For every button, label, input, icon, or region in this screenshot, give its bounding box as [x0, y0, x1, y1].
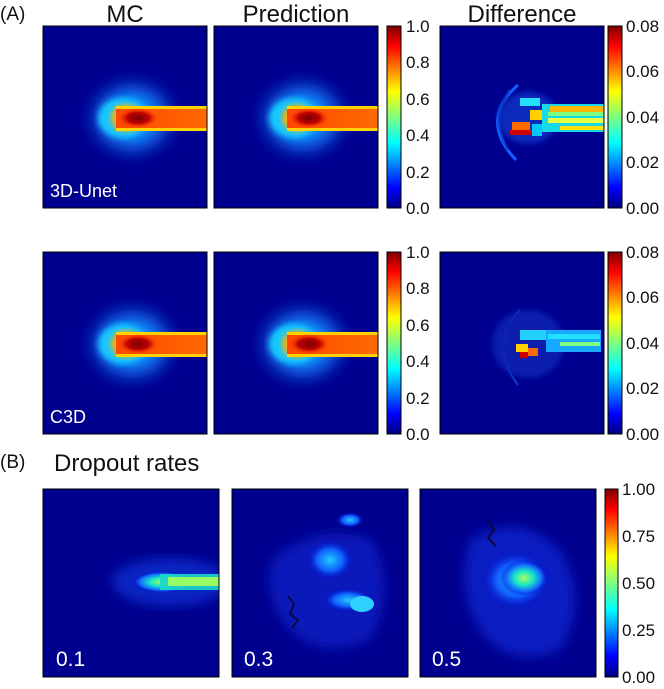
heatmap-dropout-0-1	[43, 489, 219, 677]
colorbar-1-row1	[386, 25, 402, 209]
colorbar-dropout-ticks: 0.00 0.25 0.50 0.75 1.00	[622, 480, 655, 687]
cb2r2-tick-2: 0.04	[626, 334, 659, 353]
cb2r1-tick-1: 0.02	[626, 153, 659, 172]
cb1r1-tick-4: 0.8	[406, 53, 430, 72]
frame-difference-c3d	[439, 251, 605, 435]
frame-mc-3dunet	[42, 25, 208, 209]
cb1r2-tick-4: 0.8	[406, 279, 430, 298]
cb1r1-tick-5: 1.0	[406, 17, 430, 36]
cb1r2-tick-1: 0.2	[406, 389, 430, 408]
row-label-c3d: C3D	[50, 407, 86, 427]
dropout-label-0-1: 0.1	[56, 648, 85, 671]
cb2r1-tick-0: 0.00	[626, 199, 659, 218]
heatmap-dropout-0-3	[232, 489, 408, 677]
cbd-tick-2: 0.50	[622, 574, 655, 593]
frame-difference-3dunet	[439, 25, 605, 209]
panel-label-a: (A)	[0, 4, 25, 25]
cb2r2-tick-3: 0.06	[626, 288, 659, 307]
frame-dropout-0-3	[231, 488, 409, 678]
heatmap-mc-c3d	[43, 252, 207, 434]
cb2r2-tick-1: 0.02	[626, 379, 659, 398]
cb1r2-tick-2: 0.4	[406, 352, 430, 371]
colorbar-2-row2-ticks: 0.00 0.02 0.04 0.06 0.08	[626, 243, 659, 444]
cb1r2-tick-3: 0.6	[406, 316, 430, 335]
colorbar-dropout	[604, 488, 619, 678]
colorbar-2-row2	[607, 251, 623, 435]
cb1r1-tick-0: 0.0	[406, 199, 430, 218]
colorbar-1-row2	[386, 251, 402, 435]
cb2r2-tick-4: 0.08	[626, 243, 659, 262]
cbd-tick-1: 0.25	[622, 621, 655, 640]
dropout-label-0-5: 0.5	[432, 648, 461, 671]
frame-dropout-0-5	[419, 488, 597, 678]
cb1r2-tick-0: 0.0	[406, 425, 430, 444]
cb1r2-tick-5: 1.0	[406, 243, 430, 262]
heatmap-difference-3dunet	[440, 26, 604, 208]
heatmap-prediction-3dunet	[214, 26, 378, 208]
cb1r1-tick-1: 0.2	[406, 163, 430, 182]
cb2r1-tick-2: 0.04	[626, 108, 659, 127]
heatmap-prediction-c3d	[214, 252, 378, 434]
frame-mc-c3d	[42, 251, 208, 435]
dropout-rates-title: Dropout rates	[54, 450, 199, 477]
column-title-difference: Difference	[468, 1, 577, 28]
dropout-label-0-3: 0.3	[244, 648, 273, 671]
row-label-3dunet: 3D-Unet	[50, 181, 117, 201]
column-title-mc: MC	[106, 1, 143, 28]
heatmap-dropout-0-5	[420, 489, 596, 677]
heatmap-mc-3dunet	[43, 26, 207, 208]
cbd-tick-0: 0.00	[622, 668, 655, 687]
cb1r1-tick-2: 0.4	[406, 126, 430, 145]
cb1r1-tick-3: 0.6	[406, 90, 430, 109]
colorbar-1-row1-ticks: 0.0 0.2 0.4 0.6 0.8 1.0	[406, 17, 430, 218]
panel-label-b: (B)	[0, 452, 25, 473]
cbd-tick-4: 1.00	[622, 480, 655, 499]
cb2r1-tick-3: 0.06	[626, 62, 659, 81]
cb2r1-tick-4: 0.08	[626, 17, 659, 36]
colorbar-2-row1-ticks: 0.00 0.02 0.04 0.06 0.08	[626, 17, 659, 218]
frame-prediction-c3d	[213, 251, 379, 435]
colorbar-1-row2-ticks: 0.0 0.2 0.4 0.6 0.8 1.0	[406, 243, 430, 444]
frame-dropout-0-1	[42, 488, 220, 678]
column-title-prediction: Prediction	[243, 1, 350, 28]
heatmap-difference-c3d	[440, 252, 604, 434]
cbd-tick-3: 0.75	[622, 527, 655, 546]
cb2r2-tick-0: 0.00	[626, 425, 659, 444]
colorbar-2-row1	[607, 25, 623, 209]
frame-prediction-3dunet	[213, 25, 379, 209]
